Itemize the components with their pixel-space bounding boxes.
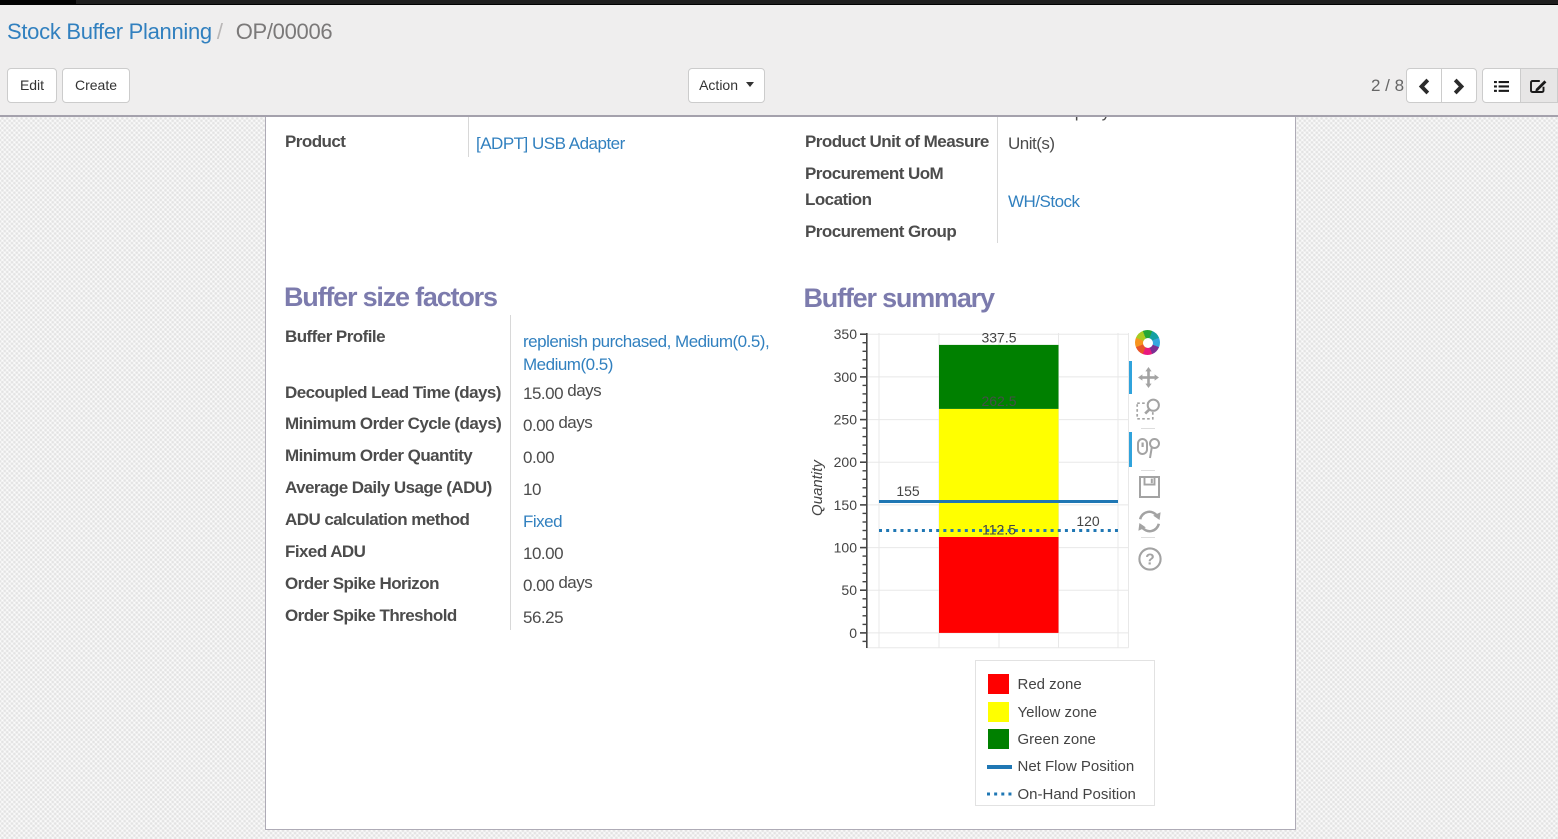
svg-text:112.5: 112.5	[982, 522, 1016, 538]
svg-text:0: 0	[849, 625, 857, 641]
svg-text:100: 100	[834, 540, 858, 556]
svg-text:300: 300	[834, 369, 858, 385]
svg-text:200: 200	[834, 454, 858, 470]
svg-text:337.5: 337.5	[981, 330, 1016, 346]
svg-text:155: 155	[896, 483, 920, 499]
svg-text:350: 350	[834, 326, 858, 342]
svg-text:50: 50	[841, 582, 857, 598]
svg-text:262.5: 262.5	[981, 393, 1016, 409]
svg-text:250: 250	[834, 412, 858, 428]
svg-text:Quantity: Quantity	[809, 459, 826, 516]
svg-text:120: 120	[1076, 513, 1100, 529]
svg-text:?: ?	[1145, 552, 1154, 569]
svg-text:150: 150	[834, 497, 858, 513]
